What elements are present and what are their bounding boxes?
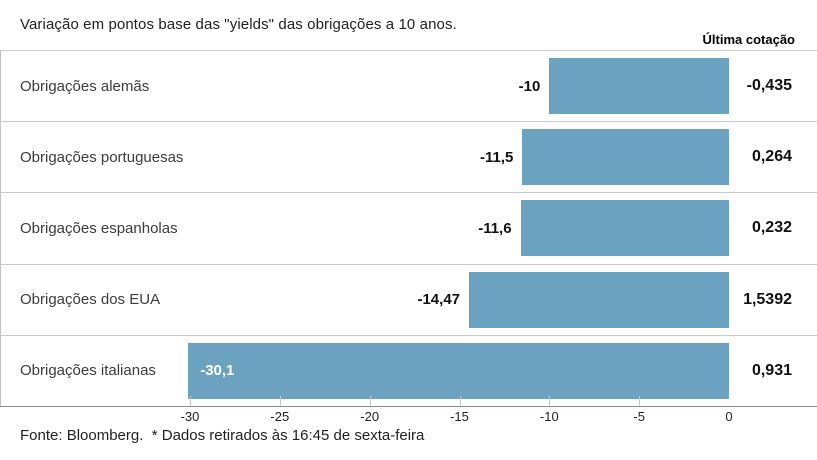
bar-germany xyxy=(549,58,729,114)
last-quote-value: -0,435 xyxy=(746,77,792,95)
chart-row-portugal: Obrigações portuguesas -11,5 0,264 xyxy=(0,121,817,192)
chart-plot-area: Obrigações alemãs -10 -0,435 Obrigações … xyxy=(0,50,817,407)
bar-portugal xyxy=(522,129,729,186)
x-axis-tick xyxy=(279,396,281,406)
bond-label: Obrigações dos EUA xyxy=(20,291,161,309)
chart-row-germany: Obrigações alemãs -10 -0,435 xyxy=(0,50,817,121)
zero-axis-line xyxy=(0,50,1,406)
bond-label: Obrigações alemãs xyxy=(20,77,150,95)
change-value: -14,47 xyxy=(417,291,461,309)
x-axis-tick xyxy=(639,396,641,406)
change-value: -11,5 xyxy=(480,148,514,166)
bar-usa xyxy=(469,271,729,328)
chart-row-italy: Obrigações italianas -30,1 0,931 xyxy=(0,334,817,406)
bond-label: Obrigações italianas xyxy=(20,362,156,380)
bar-spain xyxy=(520,200,729,257)
x-axis-tick-label: -10 xyxy=(539,409,559,424)
chart-title: Variação em pontos base das "yields" das… xyxy=(20,16,457,33)
x-axis-tick xyxy=(459,396,461,406)
last-quote-column-header: Última cotação xyxy=(702,32,795,47)
x-axis-tick xyxy=(369,396,371,406)
source-note: Fonte: Bloomberg. * Dados retirados às 1… xyxy=(20,427,425,444)
x-axis-tick-label: 0 xyxy=(725,409,733,424)
last-quote-value: 1,5392 xyxy=(743,290,792,308)
x-axis-tick xyxy=(190,396,191,406)
change-value: -11,6 xyxy=(478,219,512,237)
x-axis-tick-label: -20 xyxy=(360,409,380,424)
x-axis-tick-label: -25 xyxy=(270,409,290,424)
bond-label: Obrigações espanholas xyxy=(20,219,178,237)
last-quote-value: 0,232 xyxy=(751,219,792,237)
bar-italy xyxy=(188,342,729,399)
x-axis-tick-label: -15 xyxy=(450,409,469,424)
chart-row-usa: Obrigações dos EUA -14,47 1,5392 xyxy=(0,263,817,335)
last-quote-value: 0,264 xyxy=(751,148,792,166)
change-value: -30,1 xyxy=(200,362,235,380)
x-axis-tick-label: -5 xyxy=(633,409,645,424)
x-axis-tick-labels: -30 -25 -20 -15 -10 -5 0 xyxy=(0,409,817,425)
change-value: -10 xyxy=(518,77,541,95)
chart-row-spain: Obrigações espanholas -11,6 0,232 xyxy=(0,192,817,263)
bond-label: Obrigações portuguesas xyxy=(20,148,184,166)
x-axis-tick-label: -30 xyxy=(180,409,200,424)
last-quote-value: 0,931 xyxy=(751,361,792,379)
x-axis-tick xyxy=(549,396,551,406)
